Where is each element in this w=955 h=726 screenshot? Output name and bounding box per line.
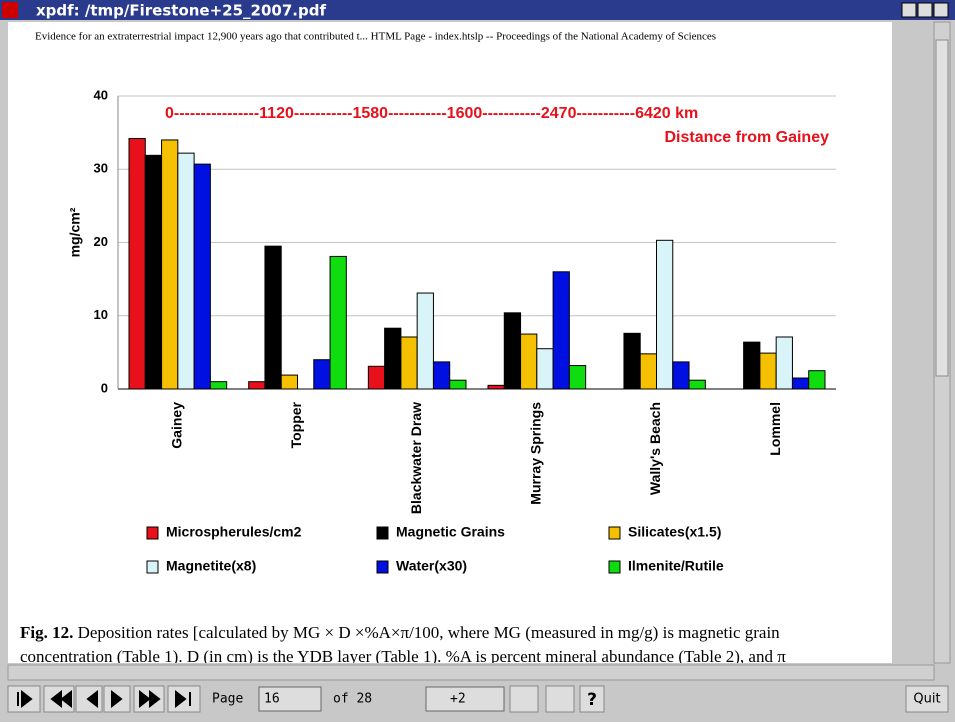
bar — [416, 292, 434, 390]
close-button[interactable] — [933, 2, 949, 18]
bar — [313, 359, 331, 390]
legend-label: Magnetite(x8) — [166, 558, 256, 574]
y-tick-label: 30 — [94, 161, 108, 176]
bar — [568, 365, 587, 390]
about-icon: ? — [587, 690, 597, 710]
bar — [384, 327, 402, 390]
bar — [280, 374, 299, 390]
bar — [623, 332, 641, 390]
bar — [775, 336, 793, 390]
legend-label: Ilmenite/Rutile — [628, 558, 724, 574]
distance-annotation: 0----------------1120-----------1580----… — [165, 105, 698, 122]
quit-label: Quit — [913, 692, 940, 707]
bar — [656, 239, 674, 390]
caption-text: Fig. 12. Deposition rates [calculated by… — [20, 623, 780, 642]
about-button[interactable] — [579, 685, 605, 713]
app-icon — [2, 2, 18, 18]
y-tick-label: 40 — [94, 87, 108, 102]
page-number: 16 — [264, 692, 280, 707]
page-input[interactable] — [258, 686, 322, 712]
caption-line: concentration (Table 1). D (in cm) is th… — [20, 647, 786, 666]
bar — [536, 348, 554, 390]
bar — [432, 361, 451, 390]
caption: Fig. 12. Deposition rates [calculated by… — [20, 623, 786, 666]
distance-annotation: Distance from Gainey — [665, 129, 830, 146]
y-axis-label: mg/cm² — [67, 207, 83, 257]
bar — [161, 139, 179, 390]
caption-line: Deposition rates [calculated by MG × D ×… — [78, 623, 781, 642]
maximize-button[interactable] — [917, 2, 933, 18]
legend-label: Magnetic Grains — [396, 524, 505, 540]
minimize-button[interactable] — [901, 2, 917, 18]
zoom-value: +2 — [450, 692, 466, 707]
legend-label: Water(x30) — [396, 558, 467, 574]
toolbar: Page 16 of 28 +2 ? Quit — [7, 685, 949, 713]
x-tick-label: Murray Springs — [528, 402, 544, 505]
legend-swatch — [376, 526, 389, 540]
bar — [487, 384, 505, 390]
bar — [743, 341, 761, 390]
legend-label: Microspherules/cm2 — [166, 524, 302, 540]
legend-label: Silicates(x1.5) — [628, 524, 721, 540]
print-button[interactable] — [545, 685, 575, 713]
find-button[interactable] — [509, 685, 539, 713]
title-bar — [0, 0, 955, 20]
y-tick-label: 20 — [94, 234, 108, 249]
bar — [193, 163, 211, 390]
window-title: xpdf: /tmp/Firestone+25_2007.pdf — [36, 2, 326, 20]
x-tick-label: Blackwater Draw — [408, 402, 424, 514]
legend-swatch — [146, 526, 159, 540]
bar — [503, 312, 522, 390]
x-tick-label: Wally's Beach — [647, 402, 663, 495]
bar — [688, 379, 706, 390]
bar — [264, 245, 282, 390]
page-count: of 28 — [333, 692, 372, 707]
y-tick-label: 0 — [101, 380, 108, 395]
zoom-select[interactable] — [425, 686, 505, 712]
bar — [367, 365, 386, 390]
bar — [329, 255, 347, 390]
bar — [520, 333, 538, 390]
bar — [248, 381, 266, 390]
legend-swatch — [146, 560, 159, 574]
bar — [791, 377, 810, 390]
bar — [552, 271, 570, 390]
bar — [449, 379, 467, 390]
nav-icons — [17, 689, 191, 709]
bar — [209, 381, 228, 390]
bar — [128, 137, 146, 390]
horizontal-scrollbar[interactable] — [7, 664, 935, 681]
caption-label: Fig. 12. — [20, 623, 73, 642]
x-tick-label: Lommel — [767, 402, 783, 456]
page-header: Evidence for an extraterrestrial impact … — [35, 31, 716, 43]
page-label: Page — [212, 692, 243, 707]
bar — [144, 154, 163, 390]
legend-swatch — [376, 560, 389, 574]
bar — [400, 336, 418, 390]
legend-swatch — [608, 526, 621, 540]
x-tick-label: Gainey — [169, 402, 185, 449]
bar — [639, 353, 658, 390]
bar — [672, 361, 690, 390]
bar — [759, 352, 777, 390]
quit-button[interactable] — [905, 685, 949, 713]
y-tick-label: 10 — [94, 307, 108, 322]
bar — [808, 370, 826, 390]
bar — [177, 152, 195, 390]
legend-swatch — [608, 560, 621, 574]
x-tick-label: Topper — [288, 401, 304, 448]
scroll-thumb[interactable] — [935, 39, 949, 377]
